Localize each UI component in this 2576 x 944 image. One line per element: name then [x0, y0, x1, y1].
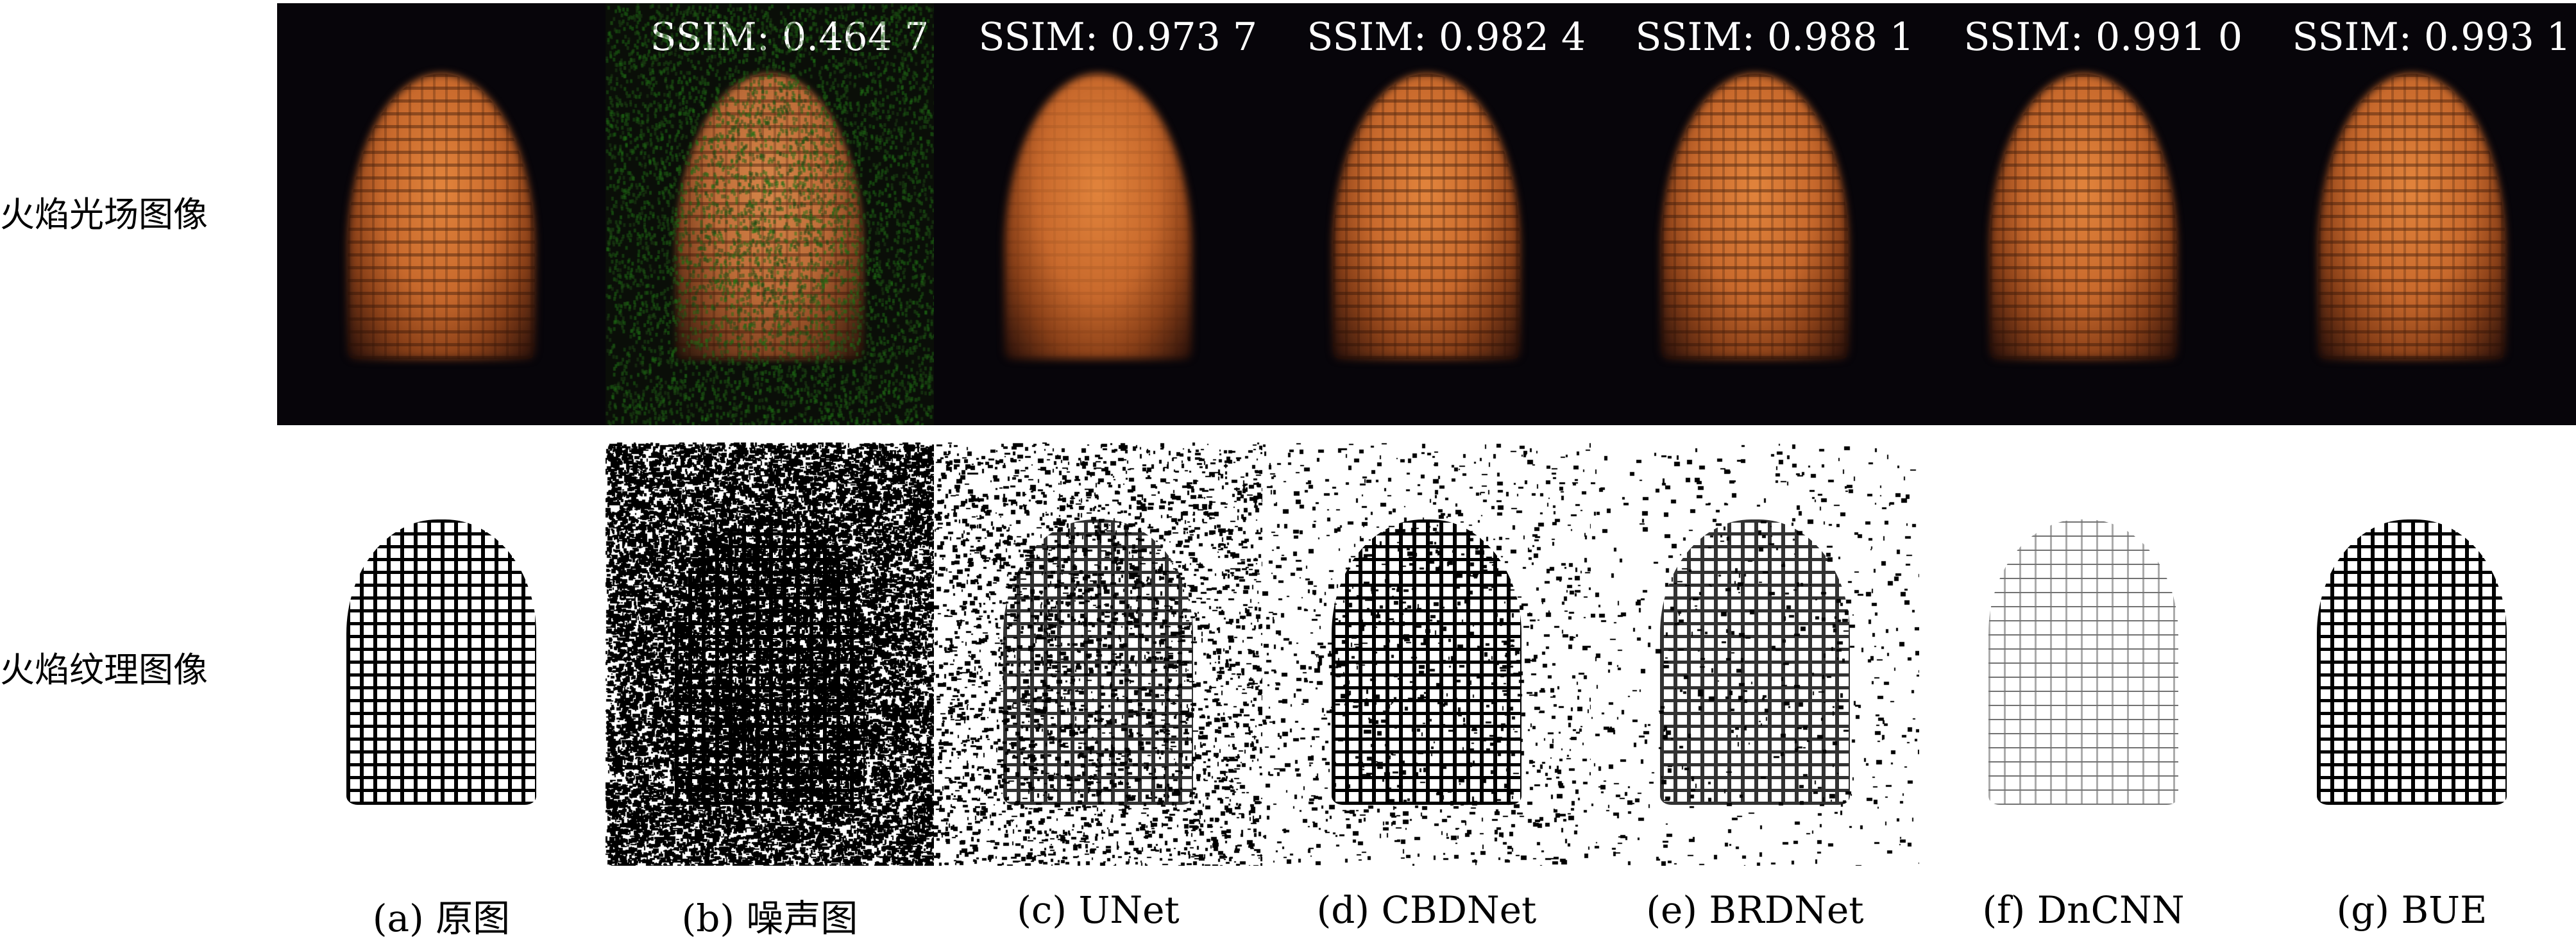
- flame-light-field-image: [277, 3, 606, 425]
- panel-caption: (f) DnCNN: [1919, 888, 2248, 932]
- flame-light-field-image: SSIM: 0.988 1: [1591, 3, 1919, 425]
- flame-light-field-image: SSIM: 0.973 7: [934, 3, 1262, 425]
- panel-caption: (d) CBDNet: [1262, 888, 1591, 932]
- ssim-label: SSIM: 0.988 1: [1635, 15, 1914, 60]
- row-label-light-field: 火焰光场图像: [0, 186, 269, 237]
- panel-caption: (e) BRDNet: [1591, 888, 1919, 932]
- panel-caption: (a) 原图: [277, 888, 606, 942]
- flame-texture-pattern: [2317, 519, 2507, 805]
- noise-speckles: [606, 442, 934, 866]
- noise-speckles: [1591, 442, 1919, 866]
- flame-texture-image: [606, 442, 934, 866]
- flame-microlens-grid: [348, 74, 535, 359]
- row-label-texture: 火焰纹理图像: [0, 641, 269, 692]
- flame-light-field-image: SSIM: 0.982 4: [1262, 3, 1591, 425]
- flame-texture-image: [1919, 442, 2248, 866]
- flame-light-field-image: SSIM: 0.991 0: [1919, 3, 2248, 425]
- flame-light-field-image: SSIM: 0.464 7: [606, 3, 934, 425]
- flame-texture-pattern: [346, 519, 536, 805]
- flame-texture-image: [277, 442, 606, 866]
- panel-caption: (g) BUE: [2248, 888, 2576, 932]
- flame-microlens-grid: [1990, 74, 2177, 359]
- flame-texture-image: [1591, 442, 1919, 866]
- ssim-label: SSIM: 0.991 0: [1963, 15, 2242, 60]
- flame-microlens-grid: [1333, 74, 1520, 359]
- green-noise-overlay: [606, 3, 934, 425]
- flame-texture-image: [2248, 442, 2576, 866]
- panel-caption: (c) UNet: [934, 888, 1262, 932]
- ssim-label: SSIM: 0.973 7: [978, 15, 1257, 60]
- ssim-label: SSIM: 0.982 4: [1307, 15, 1586, 60]
- flame-microlens-grid: [1661, 74, 1849, 359]
- noise-speckles: [934, 442, 1262, 866]
- flame-light-field-image: SSIM: 0.993 1: [2248, 3, 2576, 425]
- flame-microlens-grid: [1004, 74, 1192, 359]
- flame-texture-image: [1262, 442, 1591, 866]
- flame-texture-image: [934, 442, 1262, 866]
- noise-speckles: [1262, 442, 1591, 866]
- flame-texture-pattern: [1988, 519, 2178, 805]
- ssim-label: SSIM: 0.993 1: [2292, 15, 2571, 60]
- panel-caption: (b) 噪声图: [606, 888, 934, 942]
- flame-microlens-grid: [2318, 74, 2505, 359]
